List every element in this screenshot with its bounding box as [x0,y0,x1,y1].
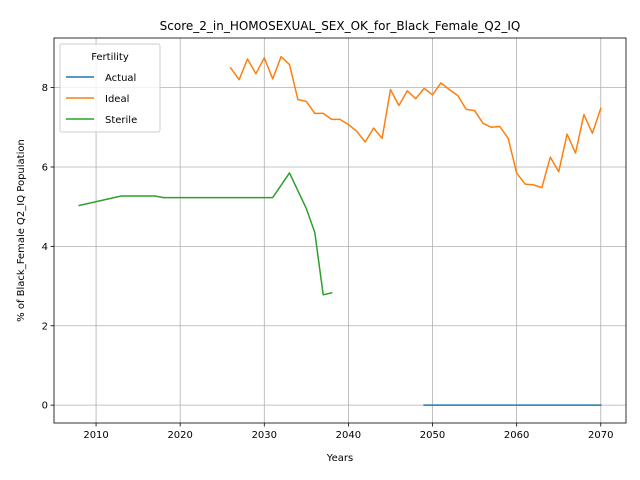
series-lines [78,55,602,406]
y-tick-label: 8 [42,83,48,94]
y-axis-title: % of Black_Female Q2_IQ Population [16,139,27,322]
grid-lines [54,38,626,423]
legend-title: Fertility [91,52,129,63]
x-tick-label: 2020 [167,430,192,441]
series-line-ideal [229,55,602,189]
x-tick-label: 2030 [252,430,277,441]
x-axis-title: Years [326,453,353,464]
chart-title: Score_2_in_HOMOSEXUAL_SEX_OK_for_Black_F… [160,19,521,33]
y-tick-label: 2 [42,321,48,332]
x-tick-label: 2060 [504,430,529,441]
legend: Fertility Actual Ideal Sterile [59,43,161,133]
x-tick-label: 2070 [588,430,613,441]
legend-label-sterile: Sterile [105,115,137,126]
y-tick-label: 4 [42,242,48,253]
legend-label-ideal: Ideal [105,94,129,105]
x-tick-label: 2040 [336,430,361,441]
legend-box [59,43,161,133]
axis-ticks: 2010 2020 2030 2040 2050 2060 2070 0 2 4 6 8 [42,83,614,441]
plot-area-frame [53,37,627,424]
x-tick-label: 2010 [83,430,108,441]
y-tick-label: 6 [42,162,48,173]
y-tick-label: 0 [42,401,48,412]
legend-label-actual: Actual [105,73,136,84]
x-tick-label: 2050 [420,430,445,441]
series-line-sterile [78,172,333,296]
